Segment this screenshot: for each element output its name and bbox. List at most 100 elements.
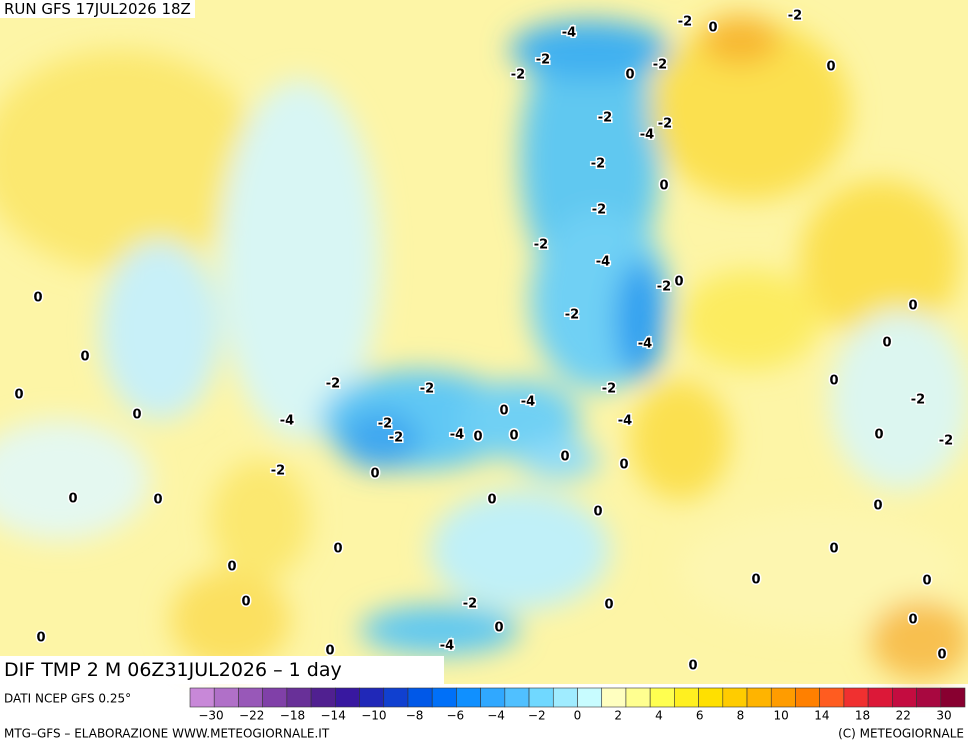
colorbar-tick-label: −14 [321, 709, 346, 723]
colorbar-swatch [528, 687, 554, 708]
colorbar-swatch [746, 687, 772, 708]
contour-label: 0 [241, 595, 250, 610]
contour-label: -2 [463, 597, 477, 612]
contour-label: -2 [678, 15, 692, 30]
colorbar-swatch [407, 687, 433, 708]
colorbar-swatch [238, 687, 263, 708]
contour-label: -4 [596, 255, 610, 270]
contour-label: -2 [939, 434, 953, 449]
map-title: DIF TMP 2 M 06Z31JUL2026 – 1 day [0, 656, 444, 684]
contour-label: 0 [494, 621, 503, 636]
contour-label: -2 [598, 111, 612, 126]
colorbar-swatch [795, 687, 820, 708]
contour-label: 0 [908, 299, 917, 314]
contour-label: -2 [536, 53, 550, 68]
colorbar-swatch [577, 687, 603, 708]
contour-label: -2 [420, 382, 434, 397]
contour-label: 0 [908, 613, 917, 628]
contour-label: 0 [688, 659, 697, 674]
contour-label: 0 [829, 542, 838, 557]
colorbar-swatch [649, 687, 675, 708]
source-note: DATI NCEP GFS 0.25° [4, 692, 131, 706]
contour-label: 0 [80, 350, 89, 365]
run-header: RUN GFS 17JUL2026 18Z [0, 0, 195, 18]
contour-label: 0 [560, 450, 569, 465]
colorbar-swatch [698, 687, 724, 708]
contour-label: 0 [829, 374, 838, 389]
contour-label: -4 [640, 128, 654, 143]
colorbar-tick-label: 14 [814, 709, 829, 723]
contour-label: 0 [751, 573, 760, 588]
footer-left: MTG–GFS – ELABORAZIONE WWW.METEOGIORNALE… [4, 727, 330, 741]
colorbar-tick-label: 22 [896, 709, 911, 723]
contour-label: 0 [325, 644, 334, 659]
contour-label: -2 [389, 431, 403, 446]
contour-label: 0 [882, 336, 891, 351]
contour-label: 0 [625, 68, 634, 83]
contour-label: -4 [521, 395, 535, 410]
colorbar-swatch [335, 687, 360, 708]
contour-label: 0 [132, 408, 141, 423]
contour-label: -4 [440, 639, 454, 654]
colorbar: −30 −22 −18 −14 −10 −8 −6 −4 −2 0 2 4 6 8 10 14 18 22 30 [189, 687, 966, 723]
colorbar-tick-label: −8 [406, 709, 424, 723]
contour-label: -2 [326, 377, 340, 392]
contour-label: -2 [657, 280, 671, 295]
colorbar-swatch [431, 687, 457, 708]
colorbar-swatch [480, 687, 506, 708]
contour-label: 0 [36, 631, 45, 646]
contour-label: 0 [499, 404, 508, 419]
colorbar-swatch [916, 687, 942, 708]
contour-label: -2 [378, 417, 392, 432]
colorbar-tick-label: −10 [361, 709, 386, 723]
colorbar-swatch [601, 687, 627, 708]
colorbar-tick-label: 4 [655, 709, 663, 723]
colorbar-tick-label: −22 [239, 709, 264, 723]
colorbar-tick-label: 6 [696, 709, 704, 723]
contour-label: 0 [473, 430, 482, 445]
colorbar-swatch [843, 687, 869, 708]
footer-right: (C) METEOGIORNALE [838, 727, 964, 741]
contour-label: -4 [638, 337, 652, 352]
contour-label: -2 [271, 464, 285, 479]
colorbar-swatch [940, 687, 966, 708]
contour-label: 0 [33, 291, 42, 306]
colorbar-tick-label: −18 [280, 709, 305, 723]
colorbar-swatch [456, 687, 481, 708]
contour-label: -2 [788, 9, 802, 24]
colorbar-swatch [310, 687, 336, 708]
contour-label: 0 [487, 493, 496, 508]
colorbar-swatch [674, 687, 699, 708]
contour-label: -4 [280, 414, 294, 429]
contour-label: -4 [562, 26, 576, 41]
colorbar-tick-label: 18 [855, 709, 870, 723]
contour-label: -4 [450, 428, 464, 443]
contour-label: 0 [593, 505, 602, 520]
contour-label: 0 [619, 458, 628, 473]
contour-label: 0 [873, 499, 882, 514]
contour-label: -2 [511, 68, 525, 83]
colorbar-swatch [359, 687, 385, 708]
contour-label: -2 [592, 203, 606, 218]
contour-label: -4 [618, 414, 632, 429]
colorbar-swatch [189, 687, 215, 708]
colorbar-swatch [504, 687, 530, 708]
colorbar-tick-label: 8 [737, 709, 745, 723]
colorbar-swatch [213, 687, 239, 708]
contour-label: -2 [911, 393, 925, 408]
temperature-field [0, 15, 968, 680]
colorbar-tick-label: 10 [773, 709, 788, 723]
colorbar-swatch [625, 687, 651, 708]
contour-label: 0 [604, 598, 613, 613]
colorbar-swatch [819, 687, 845, 708]
contour-label: 0 [333, 542, 342, 557]
contour-label: 0 [68, 492, 77, 507]
contour-label: -2 [534, 238, 548, 253]
contour-label: -2 [658, 117, 672, 132]
contour-labels: -4-2 0-2-2-2 0-2 0-2 -2-4-20-2-2-4-2 000-20-4… [13, 7, 955, 675]
contour-label: 0 [922, 574, 931, 589]
colorbar-swatch [867, 687, 893, 708]
contour-label: 0 [227, 560, 236, 575]
contour-label: 0 [674, 275, 683, 290]
